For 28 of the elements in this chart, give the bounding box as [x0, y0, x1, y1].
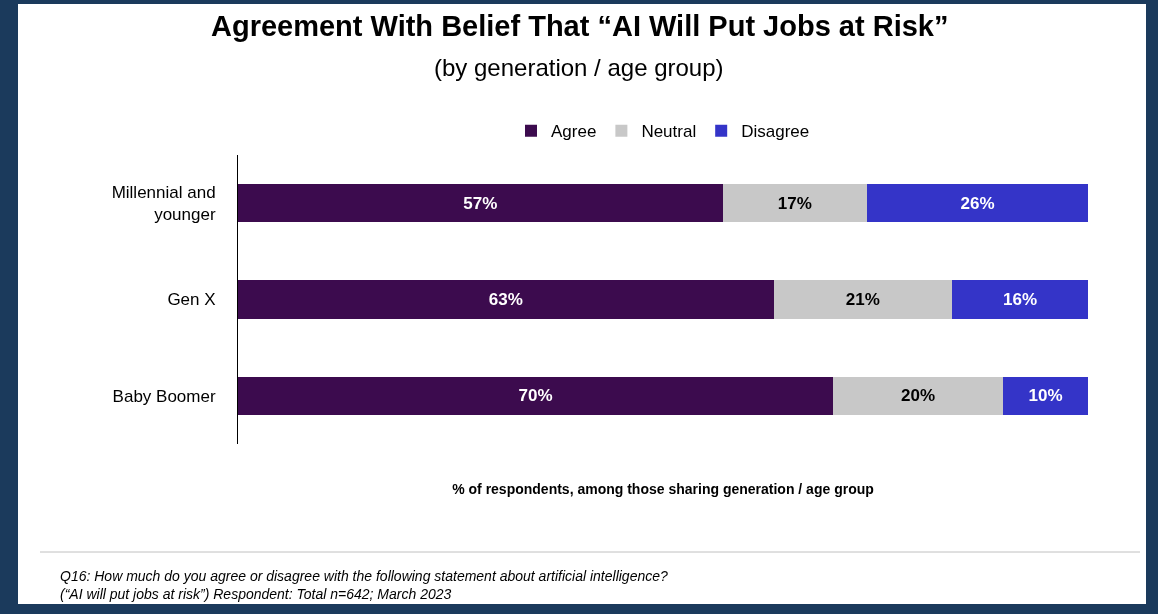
- bar: [773, 280, 952, 319]
- data-label: 63%: [488, 290, 523, 309]
- data-label: 26%: [960, 193, 995, 213]
- y-tick-label: Baby Boomer: [112, 386, 216, 406]
- bar: [238, 280, 774, 319]
- bar: [867, 183, 1088, 223]
- bar: [952, 280, 1088, 319]
- y-tick-label: Millennial and younger: [111, 183, 216, 225]
- bar: [238, 183, 723, 223]
- data-label: 70%: [518, 386, 553, 406]
- data-label: 20%: [900, 386, 936, 406]
- data-label: 21%: [845, 290, 880, 309]
- data-label: 16%: [1002, 290, 1038, 309]
- data-label: 57%: [463, 193, 498, 213]
- y-tick-label: Gen X: [167, 290, 216, 310]
- data-label: 17%: [777, 193, 812, 213]
- bar: [238, 376, 833, 416]
- legend-label: Neutral: [641, 122, 697, 142]
- chart-subtitle: (by generation / age group): [434, 54, 724, 81]
- legend-label: Disagree: [741, 122, 810, 142]
- data-label: 10%: [1028, 386, 1063, 406]
- text: Q16: How much do you agree or disagree with the following statement about artificial intelligence? (“AI will put jobs at risk”) Respondent: Total n=642; March 2023: [60, 568, 668, 603]
- bar: [833, 376, 1003, 416]
- bar: [722, 183, 867, 223]
- x-axis-title: % of respondents, among those sharing generation / age group: [452, 481, 874, 498]
- bar: [1003, 376, 1088, 416]
- legend-label: Agree: [551, 122, 597, 142]
- chart-title: Agreement With Belief That “AI Will Put Jobs at Risk”: [211, 10, 949, 42]
